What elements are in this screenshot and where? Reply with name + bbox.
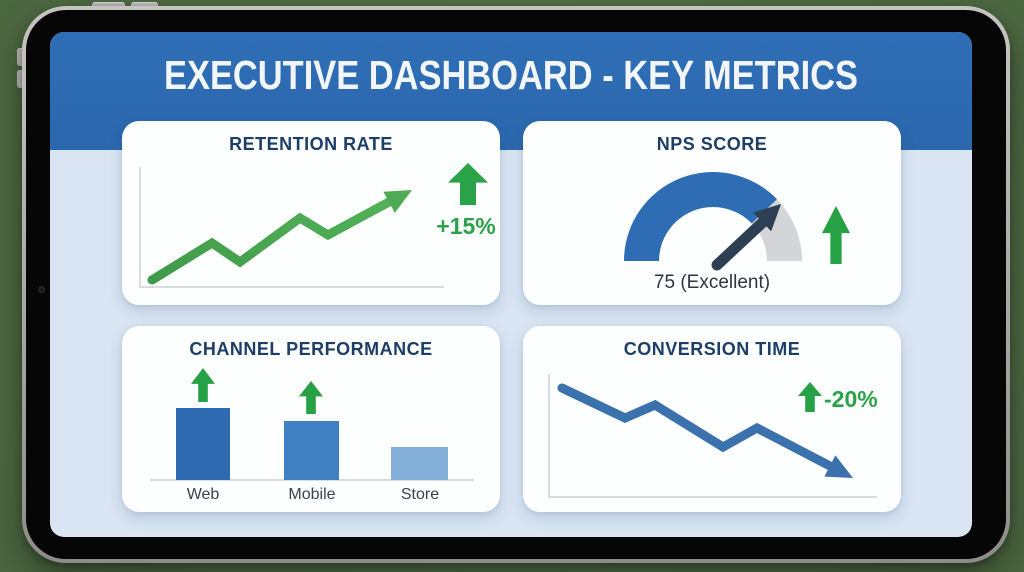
bar-label-mobile: Mobile <box>288 486 336 503</box>
trend-up-icon <box>798 382 822 412</box>
dashboard-screen: EXECUTIVE DASHBOARD - KEY METRICS RETENT… <box>50 32 972 537</box>
front-camera-icon <box>38 286 45 293</box>
conversion-trend-chart <box>548 374 877 498</box>
page-title: EXECUTIVE DASHBOARD - KEY METRICS <box>164 52 858 98</box>
tablet-volume-button <box>17 48 26 66</box>
conversion-delta-value: -20% <box>824 386 878 412</box>
retention-card-title: RETENTION RATE <box>229 134 393 154</box>
bar-mobile <box>284 421 339 480</box>
trend-up-icon <box>191 368 215 402</box>
bar-label-store: Store <box>400 486 440 503</box>
bar-store <box>391 447 448 480</box>
retention-rate-card: RETENTION RATE <box>122 121 500 305</box>
bar-label-web: Web <box>186 486 220 503</box>
bar-web <box>176 408 230 480</box>
conversion-card-title: CONVERSION TIME <box>623 339 801 359</box>
channel-bar-chart <box>150 408 474 481</box>
nps-score-card: NPS SCORE 75 (Excellent) <box>523 121 901 305</box>
nps-value-label: 75 (Excellent) <box>653 272 771 293</box>
channel-performance-card: CHANNEL PERFORMANCE Web <box>122 326 500 512</box>
retention-delta-value: +15% <box>436 213 496 239</box>
retention-trend-chart <box>139 167 444 288</box>
channel-card-title: CHANNEL PERFORMANCE <box>189 339 433 359</box>
tablet-volume-button <box>17 70 26 88</box>
tablet-frame: EXECUTIVE DASHBOARD - KEY METRICS RETENT… <box>22 6 1010 563</box>
conversion-time-card: CONVERSION TIME -20% <box>523 326 901 512</box>
nps-card-title: NPS SCORE <box>656 134 768 154</box>
gauge-needle <box>711 204 781 271</box>
nps-gauge-chart <box>624 172 802 271</box>
trend-up-icon <box>448 163 488 205</box>
trend-up-icon <box>299 381 323 414</box>
trend-up-icon <box>822 206 850 264</box>
